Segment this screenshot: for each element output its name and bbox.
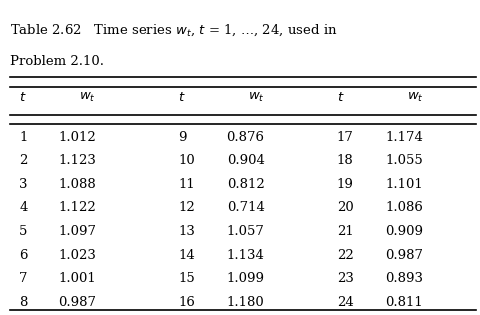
Text: 15: 15 xyxy=(178,272,194,285)
Text: 9: 9 xyxy=(178,130,186,144)
Text: Table 2.62   Time series $w_t$, $t$ = 1, $\ldots$, 24, used in: Table 2.62 Time series $w_t$, $t$ = 1, $… xyxy=(10,22,336,37)
Text: 10: 10 xyxy=(178,154,194,167)
Text: 21: 21 xyxy=(336,225,353,238)
Text: 23: 23 xyxy=(336,272,353,285)
Text: $w_t$: $w_t$ xyxy=(247,91,264,104)
Text: 3: 3 xyxy=(19,178,28,191)
Text: 1.180: 1.180 xyxy=(227,296,264,309)
Text: 6: 6 xyxy=(19,249,28,262)
Text: Problem 2.10.: Problem 2.10. xyxy=(10,55,103,68)
Text: 1.174: 1.174 xyxy=(384,130,422,144)
Text: 1.099: 1.099 xyxy=(226,272,264,285)
Text: 1.001: 1.001 xyxy=(59,272,96,285)
Text: 11: 11 xyxy=(178,178,194,191)
Text: 0.714: 0.714 xyxy=(226,201,264,215)
Text: 0.987: 0.987 xyxy=(58,296,96,309)
Text: 0.909: 0.909 xyxy=(384,225,422,238)
Text: 1.123: 1.123 xyxy=(58,154,96,167)
Text: 7: 7 xyxy=(19,272,28,285)
Text: 18: 18 xyxy=(336,154,353,167)
Text: 24: 24 xyxy=(336,296,353,309)
Text: 19: 19 xyxy=(336,178,353,191)
Text: 1.086: 1.086 xyxy=(384,201,422,215)
Text: 0.904: 0.904 xyxy=(226,154,264,167)
Text: $w_t$: $w_t$ xyxy=(406,91,422,104)
Text: 8: 8 xyxy=(19,296,27,309)
Text: 4: 4 xyxy=(19,201,27,215)
Text: $t$: $t$ xyxy=(336,91,344,104)
Text: 1.012: 1.012 xyxy=(59,130,96,144)
Text: 1: 1 xyxy=(19,130,27,144)
Text: 0.811: 0.811 xyxy=(385,296,422,309)
Text: 2: 2 xyxy=(19,154,27,167)
Text: 1.088: 1.088 xyxy=(59,178,96,191)
Text: 22: 22 xyxy=(336,249,353,262)
Text: 17: 17 xyxy=(336,130,353,144)
Text: $t$: $t$ xyxy=(19,91,27,104)
Text: 12: 12 xyxy=(178,201,194,215)
Text: 0.893: 0.893 xyxy=(384,272,422,285)
Text: 1.023: 1.023 xyxy=(58,249,96,262)
Text: 0.876: 0.876 xyxy=(226,130,264,144)
Text: $w_t$: $w_t$ xyxy=(79,91,96,104)
Text: 1.134: 1.134 xyxy=(226,249,264,262)
Text: 1.122: 1.122 xyxy=(59,201,96,215)
Text: 20: 20 xyxy=(336,201,353,215)
Text: 13: 13 xyxy=(178,225,194,238)
Text: 5: 5 xyxy=(19,225,27,238)
Text: 0.987: 0.987 xyxy=(384,249,422,262)
Text: 1.057: 1.057 xyxy=(226,225,264,238)
Text: 1.055: 1.055 xyxy=(385,154,422,167)
Text: 0.812: 0.812 xyxy=(227,178,264,191)
Text: 14: 14 xyxy=(178,249,194,262)
Text: 1.101: 1.101 xyxy=(385,178,422,191)
Text: 16: 16 xyxy=(178,296,194,309)
Text: $t$: $t$ xyxy=(178,91,185,104)
Text: 1.097: 1.097 xyxy=(58,225,96,238)
